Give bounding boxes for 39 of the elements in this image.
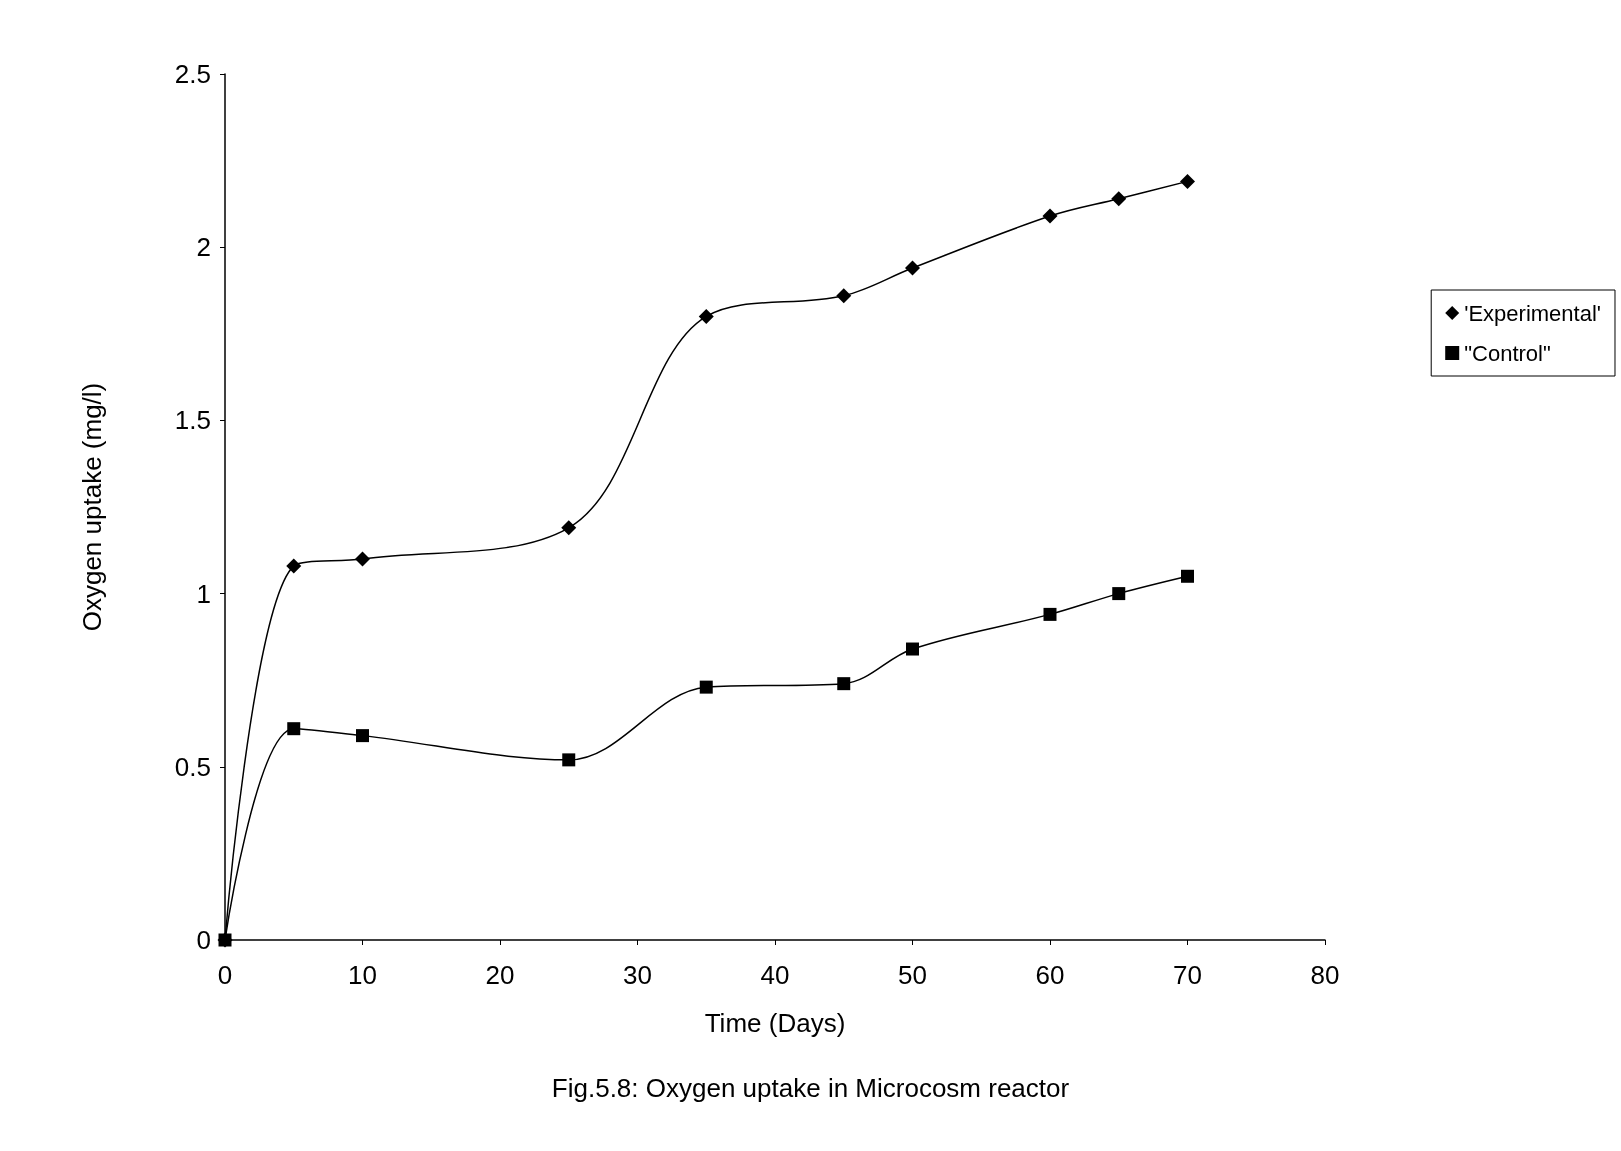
y-tick-label: 1 <box>196 578 211 609</box>
x-axis-title: Time (Days) <box>704 1008 846 1038</box>
x-tick-label: 80 <box>1310 960 1340 990</box>
point <box>1042 208 1058 224</box>
y-axis-title: Oxygen uptake (mg/l) <box>77 382 107 632</box>
point <box>561 520 577 536</box>
x-tick-label: 0 <box>217 960 233 990</box>
point <box>287 722 301 736</box>
y-tick-label: 0 <box>196 925 211 955</box>
x-tick-label: 20 <box>485 960 515 990</box>
caption: Fig.5.8: Oxygen uptake in Microcosm reactor <box>551 1073 1070 1103</box>
point <box>1111 191 1127 207</box>
point <box>286 558 302 574</box>
x-tick-label: 50 <box>898 960 927 990</box>
y-tick-label: 2 <box>196 232 211 263</box>
x-tick-label: 70 <box>1173 960 1202 990</box>
y-tick-label: 1.5 <box>174 405 211 436</box>
y-tick-label: 0.5 <box>174 751 211 782</box>
legend-label: 'Experimental' <box>1464 300 1602 326</box>
legend-label: "Control" <box>1464 340 1551 366</box>
x-tick-label: 60 <box>1035 960 1065 990</box>
point <box>836 288 852 304</box>
point <box>355 551 370 567</box>
point <box>1181 569 1194 583</box>
point <box>218 933 232 947</box>
y-tick-label: 2.5 <box>174 59 211 89</box>
point <box>1112 587 1126 601</box>
point <box>1043 607 1057 621</box>
point <box>837 677 851 691</box>
point <box>562 753 576 767</box>
point <box>699 680 713 694</box>
point <box>698 308 714 324</box>
point <box>905 260 920 276</box>
x-tick-label: 30 <box>623 960 652 990</box>
x-tick-label: 40 <box>760 960 790 990</box>
x-tick-label: 10 <box>348 960 377 990</box>
point <box>1180 173 1195 189</box>
point <box>906 642 919 656</box>
point <box>356 729 369 743</box>
